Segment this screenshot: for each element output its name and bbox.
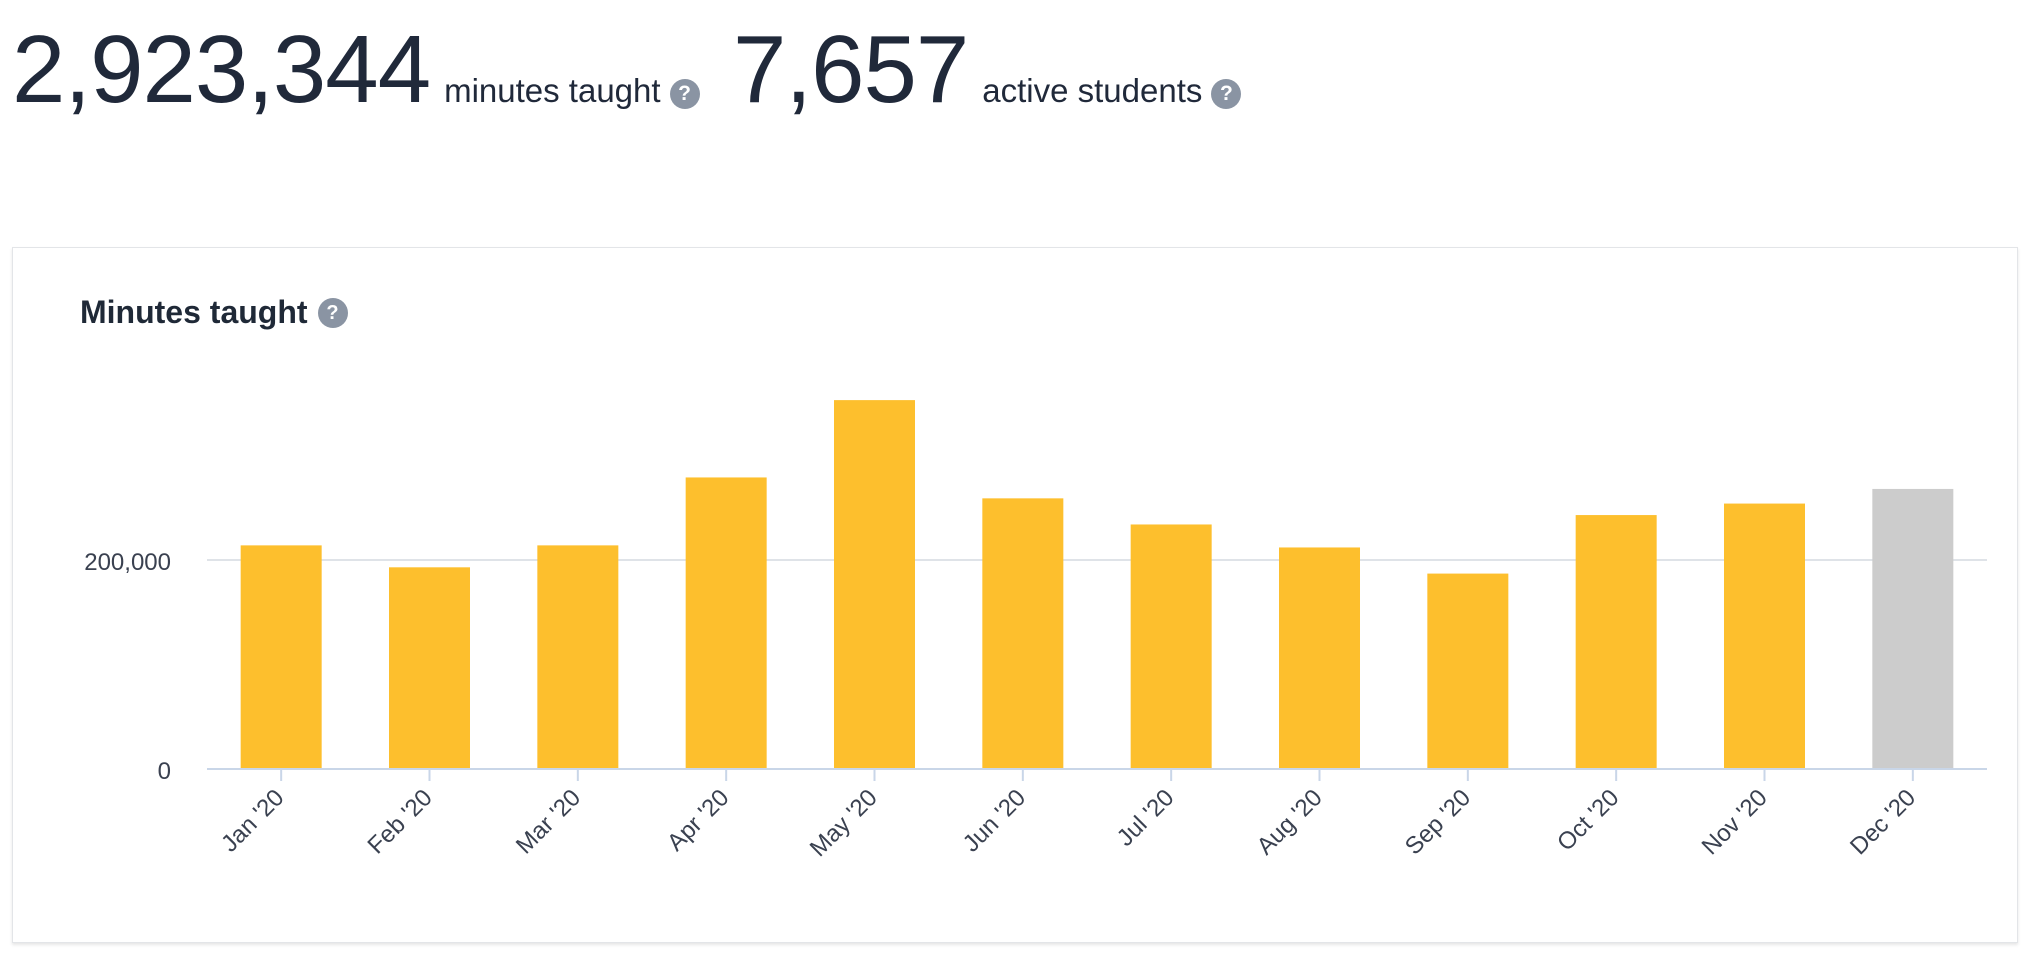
bar-7 [1279,547,1360,769]
bar-2 [537,545,619,769]
x-tick-label: Nov '20 [1697,784,1773,860]
bar-9 [1575,515,1657,769]
minutes-taught-stat: 2,923,344 minutes taught ? [12,22,700,118]
active-students-label: active students [982,72,1203,109]
bar-6 [1130,524,1212,769]
x-tick-label: Sep '20 [1400,784,1476,860]
bar-5 [982,498,1064,769]
minutes-taught-label: minutes taught [444,72,661,109]
bar-8 [1427,573,1509,769]
x-tick-label: Oct '20 [1552,784,1624,856]
chart-title: Minutes taught ? [80,294,348,331]
y-tick-label: 200,000 [84,549,171,576]
x-tick-label: Dec '20 [1845,784,1921,860]
x-tick-label: Feb '20 [363,784,438,859]
x-tick-label: Mar '20 [511,784,586,859]
x-tick-label: Jul '20 [1112,784,1180,852]
minutes-bar-chart: 0 200,000 Jan '20 Feb '20 Mar '20 Apr '20 May … [84,400,1987,862]
x-tick-label: Jan '20 [216,784,289,857]
active-students-stat: 7,657 active students ? [733,16,1242,123]
minutes-chart-card: Minutes taught ? 0 200,000 Jan '20 Feb '20 M… [12,247,2018,943]
bar-1 [389,567,470,769]
bar-3 [685,477,767,769]
x-tick-label: Aug '20 [1252,784,1328,860]
bar-0 [240,545,322,769]
active-students-help-icon[interactable]: ? [1211,79,1242,109]
minutes-taught-help-icon[interactable]: ? [669,79,700,109]
bar-11 [1872,488,1954,769]
y-tick-label: 0 [158,758,171,785]
minutes-taught-value: 2,923,344 [12,16,431,123]
bar-4 [834,400,915,769]
active-students-value: 7,657 [733,16,969,123]
x-tick-label: Apr '20 [662,784,734,856]
chart-help-icon[interactable]: ? [317,297,348,328]
x-tick-label: May '20 [805,784,883,862]
bar-10 [1724,503,1805,769]
x-tick-label: Jun '20 [958,784,1031,857]
chart-title-text: Minutes taught [80,294,308,330]
